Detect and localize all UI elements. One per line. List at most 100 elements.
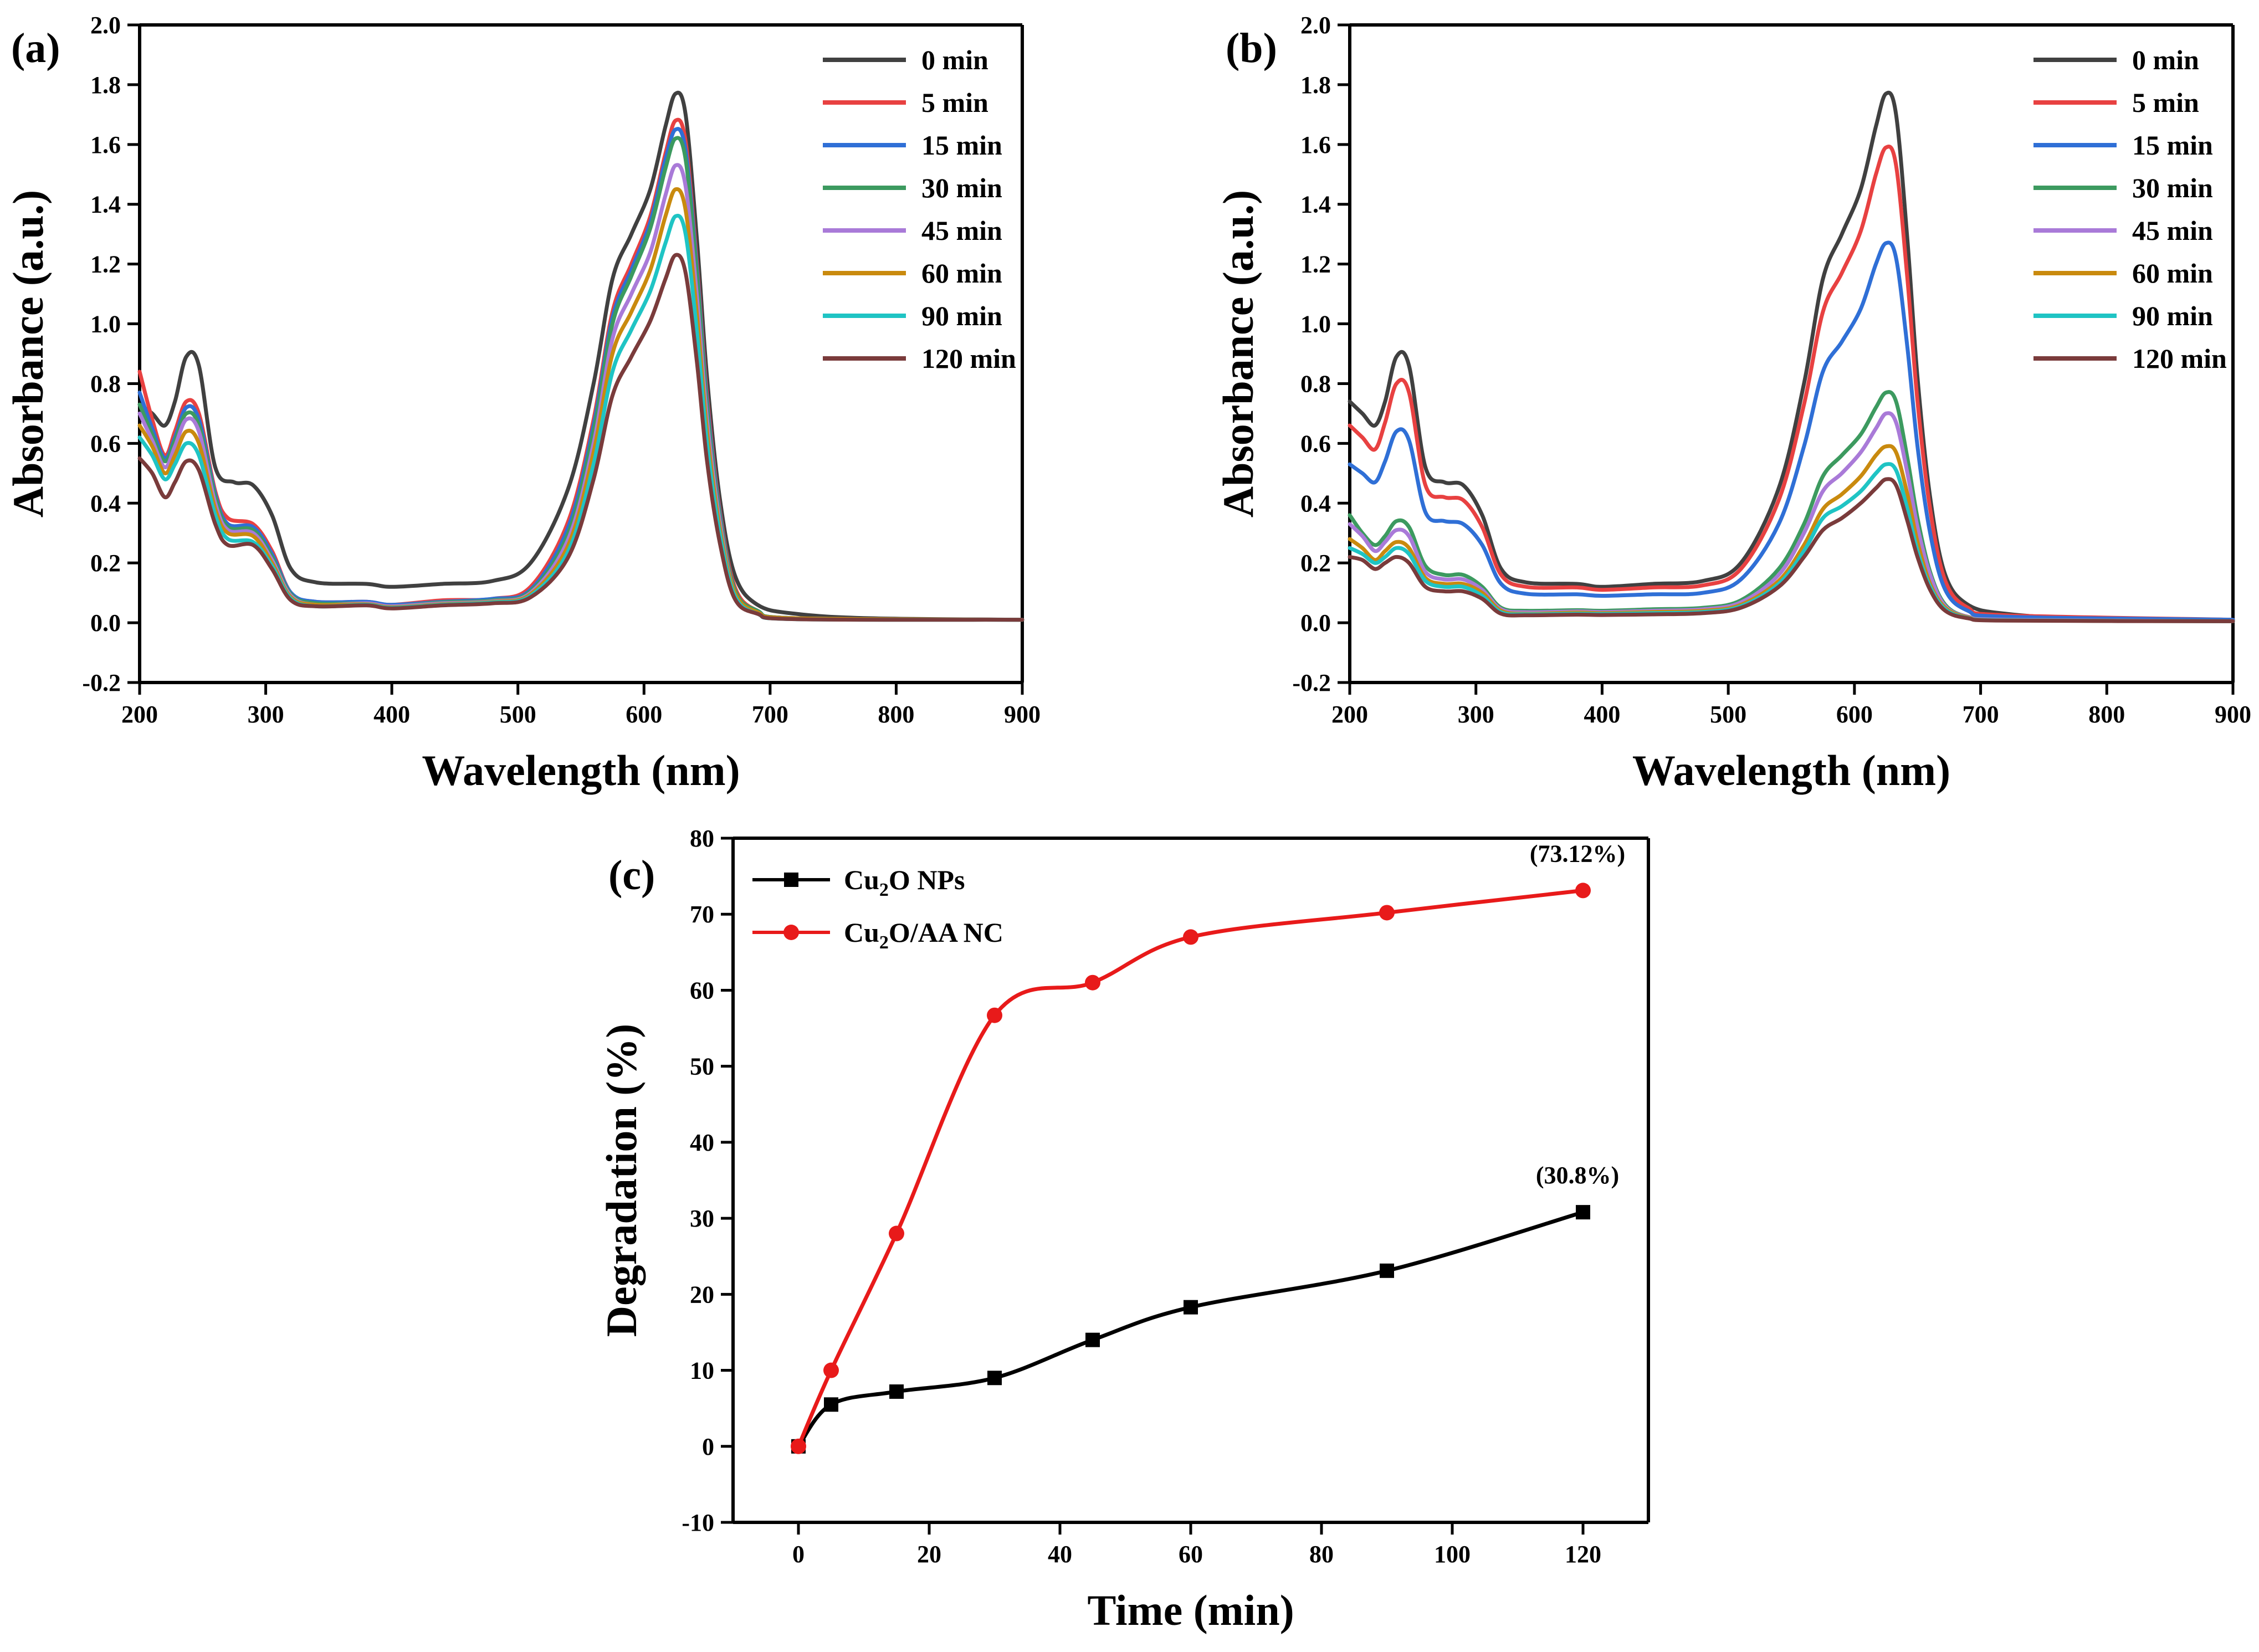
x-tick-label: 80 <box>1309 1541 1334 1568</box>
data-point <box>1380 1263 1394 1278</box>
y-axis-title: Degradation (%) <box>597 1024 646 1337</box>
x-tick-label: 100 <box>1434 1541 1471 1568</box>
y-tick-label: 50 <box>690 1053 714 1080</box>
x-axis-title: Time (min) <box>1087 1586 1294 1634</box>
y-axis-title: Absorbance (a.u.) <box>4 190 52 518</box>
panel-label-b: (b) <box>1226 25 1277 71</box>
legend-label: 5 min <box>921 87 988 118</box>
y-tick-label: 40 <box>690 1129 714 1156</box>
y-tick-label: 0.6 <box>90 430 121 457</box>
data-point <box>987 1371 1002 1386</box>
data-point <box>1576 1205 1590 1220</box>
x-tick-label: 60 <box>1179 1541 1203 1568</box>
y-tick-label: 80 <box>690 825 714 852</box>
y-tick-label: 0.4 <box>1300 490 1331 517</box>
y-tick-label: -10 <box>682 1509 714 1536</box>
y-tick-label: 0.2 <box>90 550 121 577</box>
series-line-O-AA-NC <box>796 888 1585 1449</box>
series-line-O-NPs <box>796 1210 1585 1449</box>
legend-label: 120 min <box>2132 343 2227 374</box>
data-point <box>823 1362 839 1378</box>
y-tick-label: 1.0 <box>90 311 121 338</box>
x-tick-label: 700 <box>1963 701 1999 728</box>
y-axis-title: Absorbance (a.u.) <box>1214 190 1262 518</box>
panel-c: (c) 0 20 40 60 80 100 120 -10 0 10 20 30 40 50 60 70 80 T… <box>597 825 1650 1634</box>
y-tick-label: 1.4 <box>1300 191 1331 218</box>
x-tick-label: 500 <box>500 701 536 728</box>
y-tick-label: 1.4 <box>90 191 121 218</box>
y-tick-label: 0.2 <box>1300 550 1331 577</box>
data-point <box>987 1007 1002 1023</box>
series-line-5-min <box>1348 145 2235 622</box>
series-line-120-min <box>1348 477 2235 623</box>
legend-marker <box>783 925 799 940</box>
y-tick-label: 2.0 <box>90 12 121 39</box>
y-tick-label: 1.6 <box>90 131 121 158</box>
legend-label: 30 min <box>921 172 1002 203</box>
legend-label: 15 min <box>2132 130 2213 161</box>
data-point <box>791 1438 806 1454</box>
legend-label: 45 min <box>2132 215 2213 246</box>
data-point <box>1379 905 1395 921</box>
x-tick-label: 120 <box>1565 1541 1601 1568</box>
legend-label: Cu2O NPs <box>844 864 965 900</box>
y-tick-label: 0.4 <box>90 490 121 517</box>
y-tick-label: 70 <box>690 901 714 928</box>
series-line-0-min <box>1348 90 2235 622</box>
y-tick-label: 0.8 <box>1300 370 1331 397</box>
series-line-30-min <box>1348 390 2235 623</box>
y-tick-label: 1.8 <box>90 71 121 99</box>
x-axis-title: Wavelength (nm) <box>422 746 740 794</box>
legend-label: 60 min <box>921 258 1002 289</box>
x-tick-label: 0 <box>792 1541 805 1568</box>
panel-a: (a) 200 300 400 500 600 700 800 900 -0.2 0.0 0.2 0.… <box>4 12 1041 794</box>
legend-label: 90 min <box>921 300 1002 331</box>
x-tick-label: 20 <box>917 1541 941 1568</box>
x-tick-label: 800 <box>2088 701 2125 728</box>
series-line-15-min <box>1348 240 2235 622</box>
data-point <box>1085 1332 1100 1347</box>
legend-label: 0 min <box>2132 44 2199 75</box>
y-tick-label: 0.0 <box>1300 609 1331 637</box>
series-line-45-min <box>1348 411 2235 623</box>
annotation-label: (30.8%) <box>1536 1162 1619 1189</box>
y-tick-label: 1.2 <box>90 251 121 278</box>
series-line-0-min <box>137 90 1025 622</box>
y-tick-label: 0.8 <box>90 370 121 397</box>
y-tick-label: 10 <box>690 1357 714 1384</box>
x-tick-label: 900 <box>2215 701 2251 728</box>
x-tick-label: 200 <box>121 701 158 728</box>
x-tick-label: 500 <box>1710 701 1746 728</box>
data-point <box>824 1397 838 1412</box>
legend-label: 15 min <box>921 130 1002 161</box>
series-line-5-min <box>137 117 1025 622</box>
data-point <box>1184 1300 1198 1315</box>
series-line-15-min <box>137 127 1025 622</box>
legend-label: Cu2O/AA NC <box>844 917 1003 953</box>
x-tick-label: 400 <box>1584 701 1620 728</box>
y-tick-label: 30 <box>690 1205 714 1232</box>
data-point <box>889 1384 904 1399</box>
x-tick-label: 300 <box>248 701 284 728</box>
legend-label: 5 min <box>2132 87 2199 118</box>
y-tick-label: 0.6 <box>1300 430 1331 457</box>
panel-label-c: (c) <box>608 852 655 899</box>
x-tick-label: 900 <box>1004 701 1041 728</box>
panel-b: (b) 200 300 400 500 600 700 800 900 -0.2 0.0 0.2 0.… <box>1214 12 2251 794</box>
x-tick-label: 700 <box>752 701 788 728</box>
data-point <box>889 1225 904 1241</box>
y-tick-label: 1.8 <box>1300 71 1331 99</box>
y-tick-label: 1.0 <box>1300 311 1331 338</box>
legend-label: 30 min <box>2132 172 2213 203</box>
y-tick-label: 1.6 <box>1300 131 1331 158</box>
x-tick-label: 800 <box>878 701 914 728</box>
x-tick-label: 600 <box>1836 701 1873 728</box>
y-tick-label: 0.0 <box>90 609 121 637</box>
data-point <box>1183 929 1198 945</box>
x-tick-label: 400 <box>373 701 410 728</box>
legend-label: 90 min <box>2132 300 2213 331</box>
x-axis-title: Wavelength (nm) <box>1632 746 1950 794</box>
legend-marker <box>784 873 798 887</box>
y-tick-label: 20 <box>690 1281 714 1308</box>
